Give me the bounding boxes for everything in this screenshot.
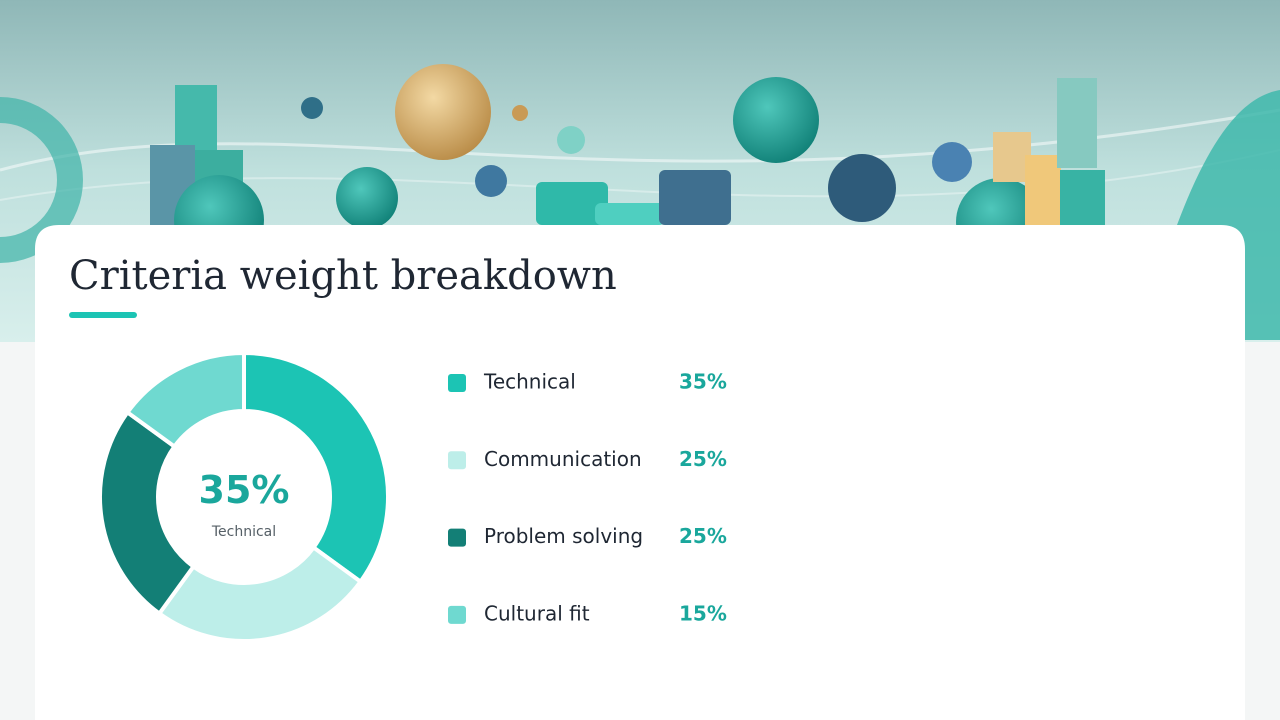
- donut-segment: [156, 544, 364, 643]
- legend-label: Technical: [483, 370, 576, 394]
- donut-segment: [98, 409, 197, 617]
- legend-value: 25%: [679, 524, 727, 548]
- legend-value: 35%: [679, 370, 727, 394]
- center-label: Technical: [211, 524, 276, 540]
- legend-label: Cultural fit: [484, 601, 590, 625]
- donut-segment: [124, 350, 246, 450]
- legend-value: 15%: [679, 601, 727, 625]
- legend-swatch: [448, 451, 466, 470]
- legend-value: 25%: [679, 447, 727, 471]
- title-underline: [69, 312, 137, 318]
- donut-segment: [242, 350, 390, 585]
- legend-label: Communication: [484, 447, 642, 471]
- legend-swatch: [448, 528, 466, 547]
- legend-swatch: [448, 605, 466, 624]
- center-value: 35%: [199, 468, 290, 512]
- legend-swatch: [448, 374, 466, 392]
- legend-label: Problem solving: [484, 524, 643, 548]
- chart-title: Criteria weight breakdown: [69, 253, 617, 299]
